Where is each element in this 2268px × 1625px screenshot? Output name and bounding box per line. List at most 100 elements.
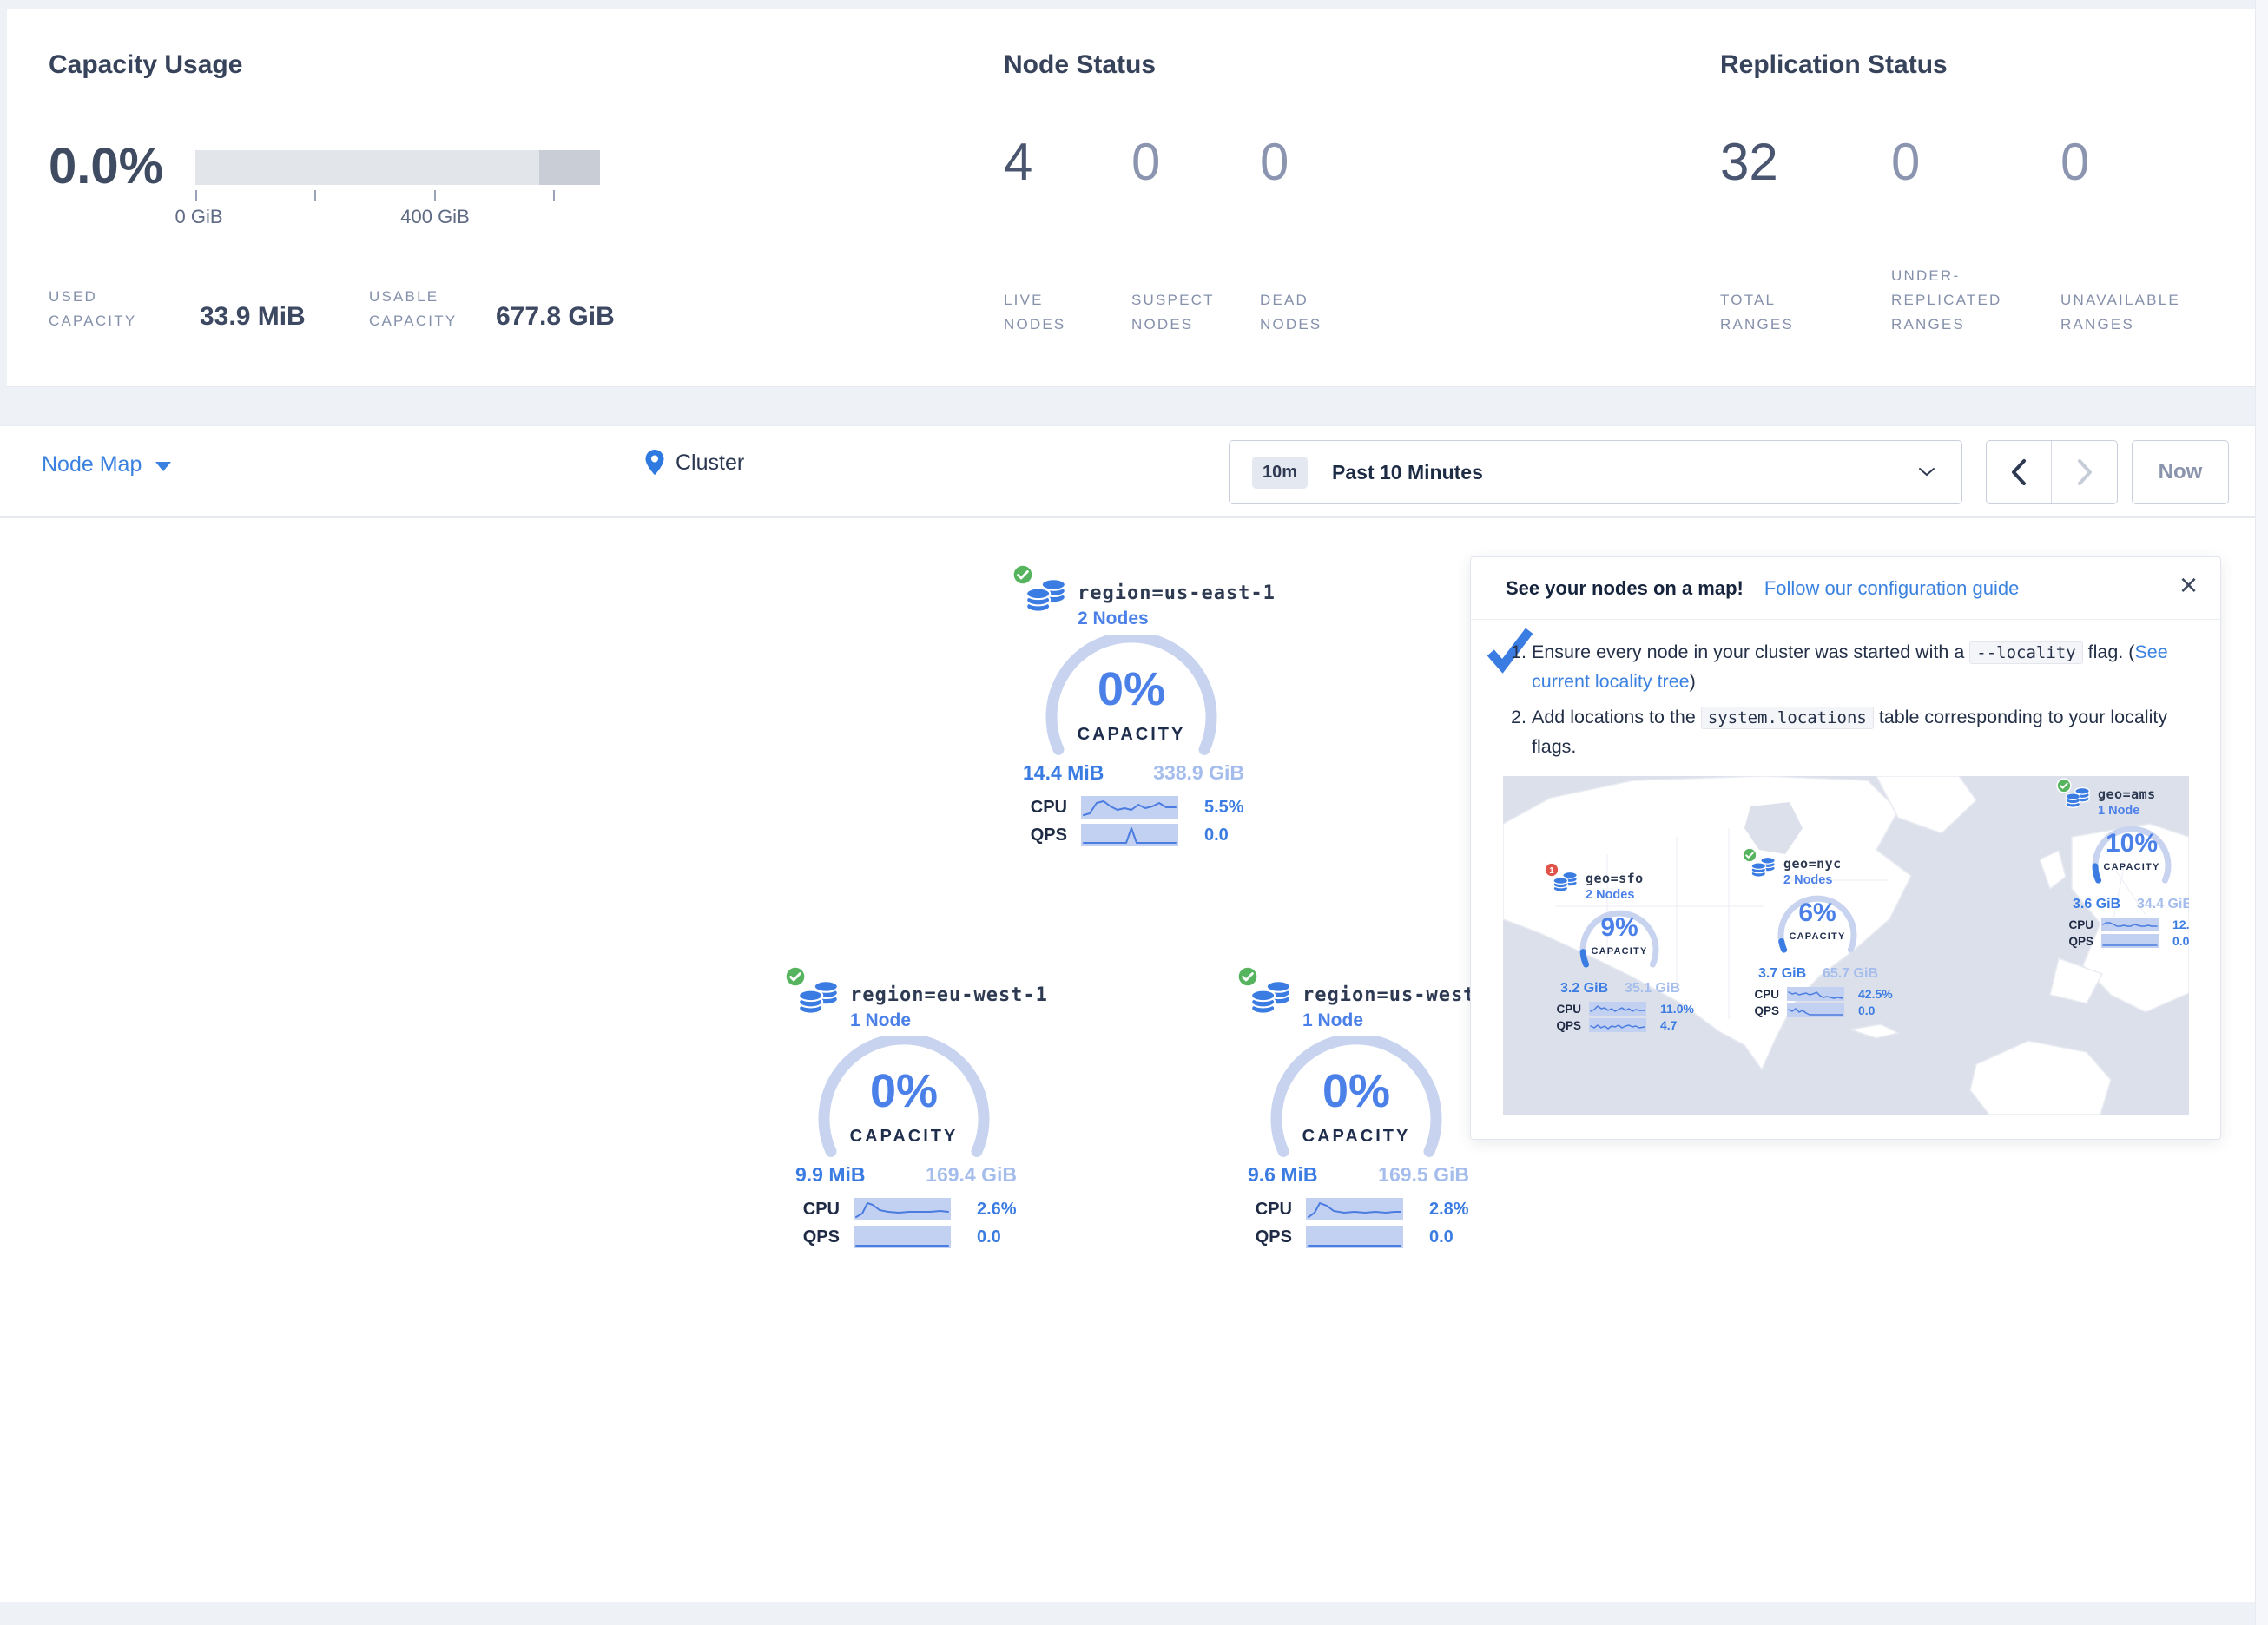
cpu-label: CPU xyxy=(802,1199,840,1219)
warning-badge-icon xyxy=(1544,862,1559,878)
qps-value: 0.0 xyxy=(1858,1003,1876,1017)
usable-capacity-label: USABLE CAPACITY xyxy=(369,288,458,330)
cpu-sparkline xyxy=(1787,987,1844,1001)
capacity-usage-title: Capacity Usage xyxy=(49,50,243,79)
capacity-gauge: 10% CAPACITY xyxy=(2087,824,2177,886)
breadcrumb[interactable]: Cluster xyxy=(644,449,744,477)
popup-header: See your nodes on a map! Follow our conf… xyxy=(1471,557,2220,620)
cpu-sparkline xyxy=(1081,796,1178,819)
qps-sparkline xyxy=(854,1226,951,1248)
cpu-label: CPU xyxy=(1030,797,1067,817)
locality-nodes-link[interactable]: 1 Node xyxy=(850,1010,912,1030)
capacity-bar-dark-segment xyxy=(539,150,600,185)
capacity-caption: CAPACITY xyxy=(1302,1127,1411,1146)
cpu-sparkline xyxy=(1589,1002,1646,1016)
capacity-usage-percent: 0.0% xyxy=(49,138,164,194)
qps-label: QPS xyxy=(802,1227,840,1247)
capacity-percent: 0% xyxy=(1322,1065,1391,1117)
capacity-percent: 6% xyxy=(1798,898,1836,927)
qps-label: QPS xyxy=(2068,934,2093,948)
unavailable-label: UNAVAILABLE RANGES xyxy=(2060,292,2180,333)
capacity-caption: CAPACITY xyxy=(1591,946,1648,957)
cpu-value: 42.5% xyxy=(1858,987,1893,1001)
setup-step-1: Ensure every node in your cluster was st… xyxy=(1532,637,2195,697)
capacity-percent: 10% xyxy=(2105,829,2159,858)
capacity-caption: CAPACITY xyxy=(849,1127,959,1146)
qps-sparkline xyxy=(1081,824,1178,846)
map-pin-icon xyxy=(644,449,665,477)
qps-sparkline xyxy=(1306,1226,1403,1248)
locality-name: region=us-west-1 xyxy=(1302,984,1500,1006)
time-range-dropdown[interactable]: 10m Past 10 Minutes xyxy=(1229,440,1962,504)
locality-tree-link[interactable]: See current locality tree xyxy=(1532,641,2168,693)
view-selector-dropdown[interactable]: Node Map xyxy=(42,452,172,477)
capacity-total-value: 35.1 GiB xyxy=(1624,981,1680,996)
chevron-right-icon xyxy=(2077,459,2092,485)
replication-status-title: Replication Status xyxy=(1720,50,1948,79)
healthy-check-icon xyxy=(2056,778,2072,793)
capacity-gauge: 0% CAPACITY xyxy=(808,1033,999,1167)
qps-label: QPS xyxy=(1754,1003,1779,1017)
healthy-check-icon xyxy=(1012,563,1034,586)
capacity-used-value: 3.7 GiB xyxy=(1758,966,1807,981)
cpu-label: CPU xyxy=(2068,918,2093,931)
setup-step-2: Add locations to the system.locations ta… xyxy=(1532,702,2195,762)
capacity-total-value: 65.7 GiB xyxy=(1822,966,1878,981)
capacity-total-value: 338.9 GiB xyxy=(1153,761,1244,784)
time-range-badge: 10m xyxy=(1252,456,1309,489)
locality-header: geo=nyc 2 Nodes xyxy=(1750,855,1842,887)
used-capacity-label: USED CAPACITY xyxy=(49,288,137,330)
locality-name: region=eu-west-1 xyxy=(850,984,1048,1006)
locality-nodes-link[interactable]: 2 Nodes xyxy=(1783,873,1833,887)
locality-flag-code: --locality xyxy=(1969,641,2083,664)
qps-value: 0.0 xyxy=(977,1227,1001,1247)
time-step-buttons xyxy=(1986,440,2118,504)
system-locations-code: system.locations xyxy=(1700,706,1874,729)
locality-header: region=us-east-1 2 Nodes xyxy=(1024,576,1276,629)
qps-label: QPS xyxy=(1556,1018,1581,1032)
close-icon[interactable]: × xyxy=(2179,567,2198,602)
locality-header: geo=ams 1 Node xyxy=(2064,786,2156,818)
capacity-usage-bar: 0 GiB 400 GiB xyxy=(175,150,600,227)
cpu-value: 2.8% xyxy=(1429,1199,1469,1219)
qps-value: 0.0 xyxy=(2172,934,2189,948)
locality-header: region=us-west-1 1 Node xyxy=(1249,977,1500,1031)
time-back-button[interactable] xyxy=(1987,441,2052,503)
locality-nodes-link[interactable]: 2 Nodes xyxy=(1078,609,1149,628)
popup-title: See your nodes on a map! xyxy=(1506,576,1744,599)
capacity-caption: CAPACITY xyxy=(1077,725,1186,744)
cpu-label: CPU xyxy=(1556,1002,1581,1016)
view-selector-label: Node Map xyxy=(42,452,142,477)
qps-label: QPS xyxy=(1030,825,1067,845)
locality-nodes-link[interactable]: 1 Node xyxy=(1302,1010,1364,1030)
example-world-map: geo=sfo 2 Nodes 9% CAPACITY 3.2 GiB 35.1… xyxy=(1503,776,2189,1115)
chevron-down-icon xyxy=(155,462,172,471)
capacity-caption: CAPACITY xyxy=(2103,862,2160,872)
healthy-check-icon xyxy=(1236,965,1259,988)
locality-name: geo=sfo xyxy=(1586,871,1644,886)
capacity-percent: 0% xyxy=(869,1065,939,1117)
suspect-nodes-label: SUSPECT NODES xyxy=(1131,292,1215,333)
cpu-sparkline xyxy=(2101,918,2159,931)
locality-header: geo=sfo 2 Nodes xyxy=(1552,870,1644,902)
capacity-gauge: 6% CAPACITY xyxy=(1772,893,1863,956)
time-range-label: Past 10 Minutes xyxy=(1332,460,1483,484)
locality-nodes-link[interactable]: 1 Node xyxy=(2098,804,2140,818)
capacity-caption: CAPACITY xyxy=(1789,931,1846,942)
capacity-used-value: 14.4 MiB xyxy=(1023,761,1104,784)
capacity-percent: 9% xyxy=(1600,913,1638,942)
cpu-value: 5.5% xyxy=(1204,797,1244,817)
qps-sparkline xyxy=(2101,934,2159,948)
capacity-percent: 0% xyxy=(1097,663,1166,715)
now-button[interactable]: Now xyxy=(2132,440,2229,504)
breadcrumb-cluster: Cluster xyxy=(676,450,745,475)
live-nodes-count: 4 xyxy=(1004,133,1033,191)
locality-nodes-link[interactable]: 2 Nodes xyxy=(1586,888,1635,902)
capacity-total-value: 169.5 GiB xyxy=(1378,1163,1469,1186)
configuration-guide-link[interactable]: Follow our configuration guide xyxy=(1764,576,2020,599)
time-forward-button[interactable] xyxy=(2052,441,2117,503)
cpu-value: 11.0% xyxy=(1660,1002,1694,1016)
under-replicated-count: 0 xyxy=(1891,133,1921,191)
capacity-gauge: 0% CAPACITY xyxy=(1261,1033,1452,1167)
capacity-gauge: 9% CAPACITY xyxy=(1574,908,1665,970)
